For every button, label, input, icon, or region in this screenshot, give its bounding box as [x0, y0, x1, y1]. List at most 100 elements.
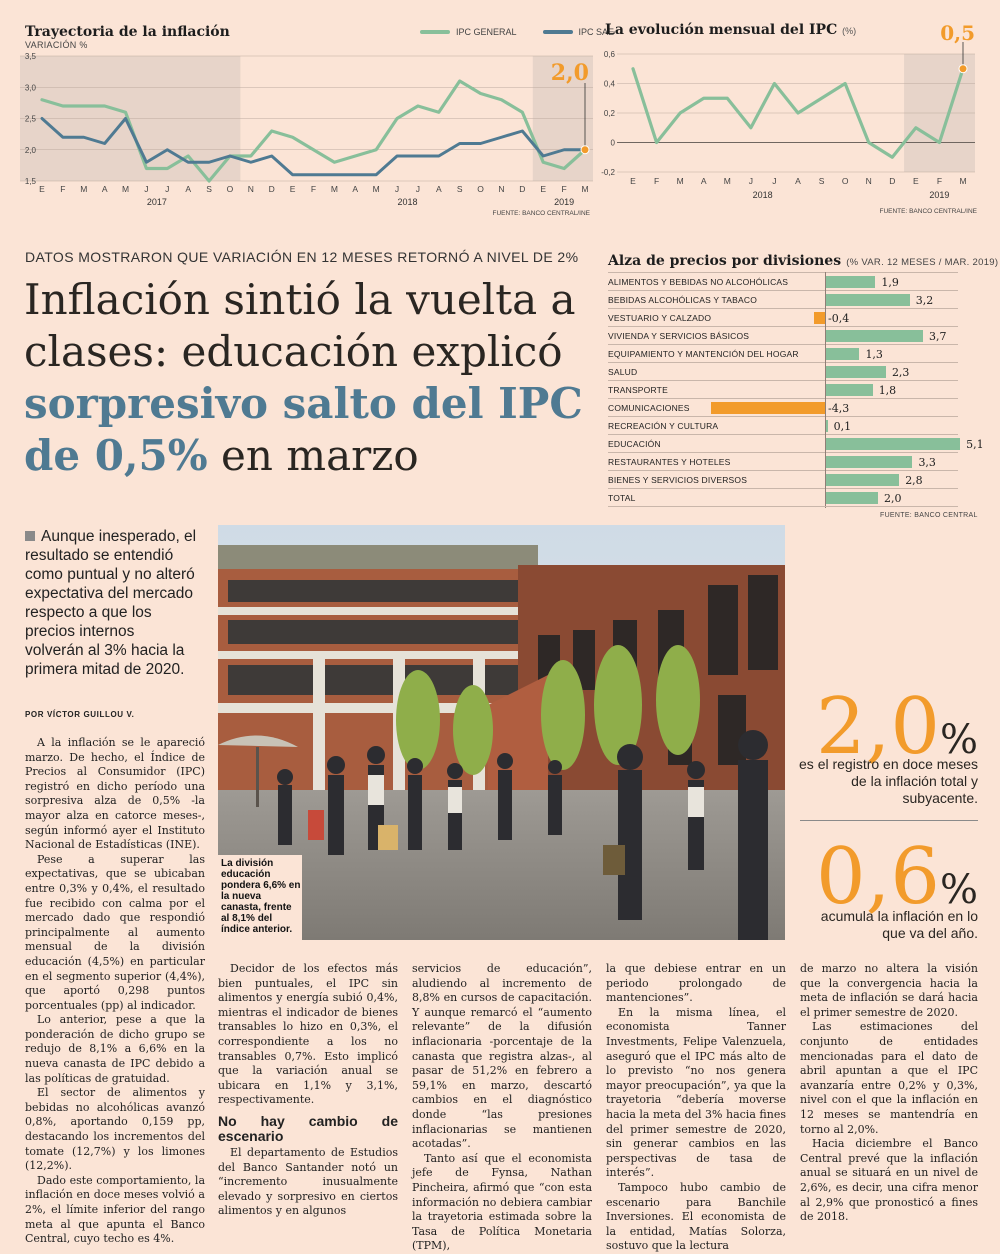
y-tick-label: -0,2: [601, 168, 615, 177]
col1-paragraph: Lo anterior, pese a que la ponderación d…: [25, 1013, 205, 1085]
y-tick-label: 1,5: [25, 177, 37, 186]
bar-value-label: 3,7: [929, 330, 947, 343]
year-label: 2018: [397, 197, 417, 207]
bar-category-label: RESTAURANTES Y HOTELES: [608, 457, 731, 467]
callout-2-number: 0,6%: [816, 838, 978, 929]
callout-1-value: 2,0: [815, 682, 940, 772]
bar: [825, 420, 828, 432]
article-column-4: la que debiese entrar en un periodo prol…: [606, 962, 786, 1254]
bar: [825, 492, 878, 504]
x-tick-label: M: [959, 176, 966, 186]
bar: [711, 402, 825, 414]
bar-row: TOTAL 2,0: [608, 488, 958, 507]
kicker: DATOS MOSTRARON QUE VARIACIÓN EN 12 MESE…: [25, 249, 579, 265]
bar-row: EQUIPAMIENTO Y MANTENCIÓN DEL HOGAR 1,3: [608, 344, 958, 363]
x-tick-label: M: [677, 176, 684, 186]
x-tick-label: A: [795, 176, 801, 186]
bar-category-label: BIENES Y SERVICIOS DIVERSOS: [608, 475, 748, 485]
lead-bullet: [25, 531, 35, 541]
x-tick-label: A: [352, 184, 358, 194]
col1-paragraph: A la inflación se le apareció marzo. De …: [25, 736, 205, 852]
bar: [825, 438, 961, 450]
right-chart-title-text: La evolución mensual del IPC: [605, 22, 838, 38]
x-tick-label: M: [724, 176, 731, 186]
bar-value-label: -0,4: [828, 312, 850, 325]
x-tick-label: M: [373, 184, 380, 194]
x-tick-label: N: [498, 184, 504, 194]
col1-paragraph: Pese a superar las expectativas, que se …: [25, 852, 205, 1012]
x-tick-label: F: [562, 184, 567, 194]
bar: [825, 348, 860, 360]
y-tick-label: 2,0: [25, 146, 37, 155]
col3-paragraph: servicios de educación”, aludiendo al in…: [412, 962, 592, 1151]
left-chart-source: FUENTE: BANCO CENTRAL/INE: [492, 210, 590, 217]
article-column-3: servicios de educación”, aludiendo al in…: [412, 962, 592, 1254]
headline-line-3: sorpresivo salto del IPC: [24, 379, 583, 428]
bar-chart-header: Alza de precios por divisiones (% VAR. 1…: [608, 250, 998, 269]
lead: Aunque inesperado, el resultado se enten…: [25, 527, 197, 679]
bar-value-label: 5,1: [966, 438, 984, 451]
x-tick-label: D: [269, 184, 275, 194]
right-line-chart: -0,2 0 0,2 0,4 0,6 E F M A M J J A S O N D E F M 2018 2019 0,5…: [601, 21, 977, 215]
callout-divider: [800, 820, 978, 821]
x-tick-label: F: [937, 176, 942, 186]
bar-value-label: 3,3: [918, 456, 936, 469]
x-tick-label: A: [185, 184, 191, 194]
bar-value-label: 1,3: [865, 348, 883, 361]
x-tick-label: A: [701, 176, 707, 186]
left-chart-title: Trayectoria de la inflación: [25, 24, 230, 40]
photo-caption-box: [218, 855, 302, 940]
bar-category-label: TOTAL: [608, 493, 636, 503]
bar-category-label: VIVIENDA Y SERVICIOS BÁSICOS: [608, 331, 750, 341]
series-line-ipc-monthly: [631, 67, 965, 159]
bar-value-label: 2,8: [905, 474, 923, 487]
callout-2-unit: %: [939, 867, 978, 913]
bar-category-label: EQUIPAMIENTO Y MANTENCIÓN DEL HOGAR: [608, 349, 799, 359]
callout-2-value: 0,6: [815, 832, 940, 922]
bar-row: RESTAURANTES Y HOTELES 3,3: [608, 452, 958, 471]
x-tick-label: J: [395, 184, 399, 194]
article-column-1: A la inflación se le apareció marzo. De …: [25, 736, 205, 1247]
x-tick-label: J: [749, 176, 753, 186]
bar-category-label: BEBIDAS ALCOHÓLICAS Y TABACO: [608, 295, 758, 305]
article-column-2: Decidor de los efectos más bien puntuale…: [218, 962, 398, 1219]
x-tick-label: J: [772, 176, 776, 186]
right-chart-source: FUENTE: BANCO CENTRAL/INE: [879, 208, 977, 215]
x-tick-label: O: [227, 184, 234, 194]
series-line-ipc-sae: [40, 117, 587, 177]
bar-value-label: 0,1: [833, 420, 852, 433]
bar-category-label: EDUCACIÓN: [608, 439, 661, 449]
y-tick-label: 3,0: [25, 83, 37, 92]
col4-paragraph: Tampoco hubo cambio de escenario para Ba…: [606, 1180, 786, 1253]
left-chart-ylabel: VARIACIÓN %: [25, 40, 88, 50]
bar-row: ALIMENTOS Y BEBIDAS NO ALCOHÓLICAS 1,9: [608, 272, 958, 291]
bar-chart-source: FUENTE: BANCO CENTRAL: [880, 512, 978, 519]
bar-value-label: 2,0: [884, 492, 902, 505]
x-tick-label: S: [206, 184, 212, 194]
x-tick-label: E: [290, 184, 296, 194]
highlight-value: 0,5: [940, 21, 975, 45]
x-tick-label: F: [60, 184, 65, 194]
bar-row: BEBIDAS ALCOHÓLICAS Y TABACO 3,2: [608, 290, 958, 309]
x-tick-label: N: [248, 184, 254, 194]
year-label: 2019: [929, 190, 949, 200]
x-tick-label: E: [630, 176, 636, 186]
right-chart-unit: (%): [842, 26, 857, 36]
legend-swatch-sae: [542, 30, 573, 34]
bar-value-label: 1,8: [878, 384, 897, 397]
photo: [218, 525, 785, 940]
bar-value-label: -4,3: [828, 402, 850, 415]
callout-1-number: 2,0%: [816, 688, 978, 779]
x-tick-label: M: [80, 184, 87, 194]
year-label: 2019: [554, 197, 574, 207]
bar: [825, 384, 873, 396]
x-tick-label: O: [842, 176, 849, 186]
x-tick-label: N: [866, 176, 872, 186]
bar-category-label: ALIMENTOS Y BEBIDAS NO ALCOHÓLICAS: [608, 277, 789, 287]
x-tick-label: F: [654, 176, 659, 186]
bar-row: TRANSPORTE 1,8: [608, 380, 958, 399]
col4-paragraph: En la misma línea, el economista Tanner …: [606, 1005, 786, 1180]
bar-category-label: TRANSPORTE: [608, 385, 668, 395]
left-chart-legend: IPC GENERAL IPC SAE: [420, 27, 614, 37]
headline: Inflación sintió la vuelta a clases: edu…: [24, 274, 604, 482]
